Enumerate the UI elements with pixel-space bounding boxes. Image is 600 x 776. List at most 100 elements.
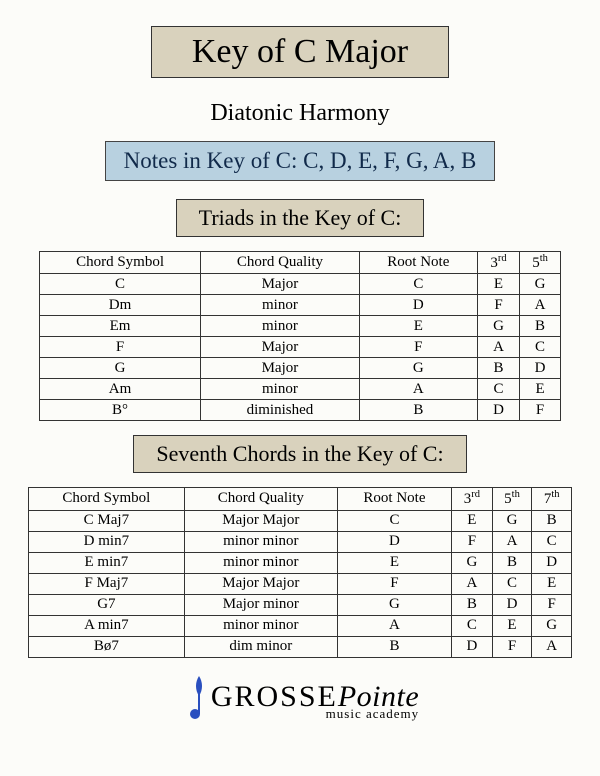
table-cell: F Maj7 [29, 573, 185, 594]
col-fifth: 5th [492, 488, 532, 510]
col-root-note: Root Note [337, 488, 451, 510]
table-row: CMajorCEG [39, 274, 560, 295]
table-cell: B [492, 552, 532, 573]
table-cell: C [359, 274, 477, 295]
table-cell: F [359, 337, 477, 358]
table-cell: F [478, 295, 520, 316]
table-row: C Maj7Major MajorCEGB [29, 510, 572, 531]
table-cell: F [39, 337, 200, 358]
table-cell: minor minor [184, 552, 337, 573]
table-cell: G [452, 552, 493, 573]
table-cell: minor minor [184, 615, 337, 636]
table-row: DmminorDFA [39, 295, 560, 316]
table-cell: A [452, 573, 493, 594]
page: Key of C Major Diatonic Harmony Notes in… [0, 0, 600, 776]
col-third: 3rd [452, 488, 493, 510]
table-cell: C [478, 379, 520, 400]
table-cell: minor [201, 379, 360, 400]
table-cell: Bø7 [29, 636, 185, 657]
table-cell: C [337, 510, 451, 531]
table-cell: Em [39, 316, 200, 337]
table-cell: B [478, 358, 520, 379]
logo-text: GROSSEPointe music academy [211, 683, 419, 720]
table-cell: E [532, 573, 572, 594]
col-chord-symbol: Chord Symbol [39, 252, 200, 274]
table-cell: F [520, 400, 561, 421]
triads-table: Chord Symbol Chord Quality Root Note 3rd… [39, 251, 561, 421]
table-cell: C [39, 274, 200, 295]
logo: GROSSEPointe music academy [28, 676, 572, 727]
table-cell: A [492, 531, 532, 552]
table-cell: E min7 [29, 552, 185, 573]
table-row: Bø7dim minorBDFA [29, 636, 572, 657]
table-cell: E [452, 510, 493, 531]
table-cell: F [532, 594, 572, 615]
col-chord-quality: Chord Quality [184, 488, 337, 510]
table-cell: dim minor [184, 636, 337, 657]
table-cell: A [520, 295, 561, 316]
table-cell: A min7 [29, 615, 185, 636]
table-row: GMajorGBD [39, 358, 560, 379]
col-chord-symbol: Chord Symbol [29, 488, 185, 510]
table-cell: E [492, 615, 532, 636]
table-cell: diminished [201, 400, 360, 421]
triads-section-heading: Triads in the Key of C: [176, 199, 425, 237]
triads-section-label: Triads in the Key of C: [199, 205, 402, 230]
page-title: Key of C Major [192, 33, 408, 70]
sevenths-section-heading: Seventh Chords in the Key of C: [133, 435, 466, 473]
col-seventh: 7th [532, 488, 572, 510]
table-cell: G [532, 615, 572, 636]
table-cell: A [532, 636, 572, 657]
table-row: FMajorFAC [39, 337, 560, 358]
table-cell: Dm [39, 295, 200, 316]
table-cell: D [520, 358, 561, 379]
notes-label: Notes in Key of C: C, D, E, F, G, A, B [124, 148, 477, 173]
table-cell: A [359, 379, 477, 400]
table-cell: Major minor [184, 594, 337, 615]
table-cell: D [359, 295, 477, 316]
col-third: 3rd [478, 252, 520, 274]
table-cell: A [478, 337, 520, 358]
triads-header-row: Chord Symbol Chord Quality Root Note 3rd… [39, 252, 560, 274]
table-cell: G [478, 316, 520, 337]
table-cell: D min7 [29, 531, 185, 552]
table-cell: B [337, 636, 451, 657]
table-cell: Major [201, 337, 360, 358]
sevenths-table: Chord Symbol Chord Quality Root Note 3rd… [28, 487, 572, 657]
table-cell: D [478, 400, 520, 421]
table-cell: A [337, 615, 451, 636]
table-cell: G7 [29, 594, 185, 615]
table-cell: F [492, 636, 532, 657]
table-cell: Major Major [184, 573, 337, 594]
table-cell: Major Major [184, 510, 337, 531]
table-cell: E [359, 316, 477, 337]
table-cell: C Maj7 [29, 510, 185, 531]
table-cell: F [337, 573, 451, 594]
table-row: B°diminishedBDF [39, 400, 560, 421]
table-cell: B° [39, 400, 200, 421]
table-cell: Major [201, 358, 360, 379]
table-cell: minor [201, 295, 360, 316]
table-cell: B [532, 510, 572, 531]
col-root-note: Root Note [359, 252, 477, 274]
notes-box: Notes in Key of C: C, D, E, F, G, A, B [105, 141, 496, 181]
table-cell: G [492, 510, 532, 531]
table-cell: E [337, 552, 451, 573]
page-title-box: Key of C Major [151, 26, 449, 78]
table-cell: C [532, 531, 572, 552]
table-cell: D [532, 552, 572, 573]
table-row: EmminorEGB [39, 316, 560, 337]
table-cell: G [359, 358, 477, 379]
table-cell: B [359, 400, 477, 421]
sevenths-header-row: Chord Symbol Chord Quality Root Note 3rd… [29, 488, 572, 510]
table-row: G7Major minorGBDF [29, 594, 572, 615]
table-cell: D [337, 531, 451, 552]
table-cell: B [520, 316, 561, 337]
sevenths-section-label: Seventh Chords in the Key of C: [156, 441, 443, 466]
table-row: D min7minor minorDFAC [29, 531, 572, 552]
logo-icon [181, 672, 215, 727]
table-row: AmminorACE [39, 379, 560, 400]
table-cell: G [337, 594, 451, 615]
table-cell: C [492, 573, 532, 594]
table-cell: G [520, 274, 561, 295]
